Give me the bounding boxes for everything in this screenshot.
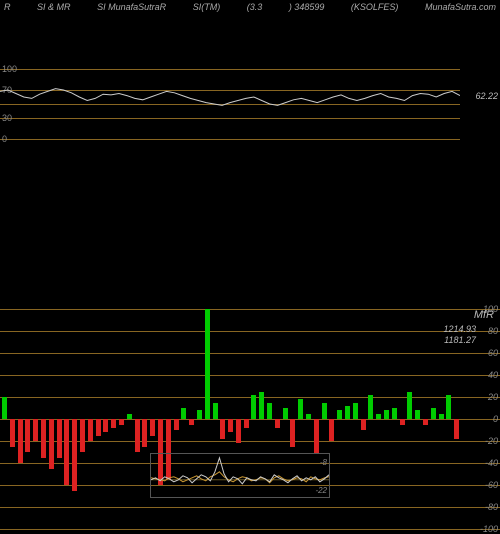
- mfi-bar: [205, 309, 210, 419]
- mfi-bar: [25, 419, 30, 452]
- mfi-bar: [80, 419, 85, 452]
- mfi-bar: [423, 419, 428, 425]
- mfi-bar: [57, 419, 62, 458]
- mfi-gridline: [0, 507, 500, 508]
- mfi-bar: [41, 419, 46, 458]
- rsi-line-svg: [0, 69, 460, 139]
- mfi-gridline: [0, 353, 500, 354]
- mfi-bar: [49, 419, 54, 469]
- mfi-bar: [150, 419, 155, 436]
- mfi-bar: [135, 419, 140, 452]
- mfi-bar: [439, 414, 444, 420]
- mfi-bar: [189, 419, 194, 425]
- small-indicator-panel: -8 -22: [150, 453, 330, 498]
- mfi-gridline: [0, 309, 500, 310]
- mfi-bar: [236, 419, 241, 443]
- mfi-bar: [392, 408, 397, 419]
- price-label-1: 1214.93: [443, 324, 476, 334]
- mfi-bar: [88, 419, 93, 441]
- mfi-bar: [142, 419, 147, 447]
- mfi-bar: [400, 419, 405, 425]
- mfi-bar: [306, 414, 311, 420]
- mfi-bar: [251, 395, 256, 419]
- mfi-bar: [345, 406, 350, 419]
- mfi-bar: [119, 419, 124, 425]
- mfi-bar: [298, 399, 303, 419]
- mfi-bar: [314, 419, 319, 454]
- small-label-top: -8: [320, 458, 327, 467]
- mfi-axis-label: 0: [493, 414, 498, 424]
- mfi-axis-label: -40: [485, 458, 498, 468]
- mfi-bar: [376, 414, 381, 420]
- mfi-bar: [174, 419, 179, 430]
- mfi-axis-label: 20: [488, 392, 498, 402]
- hdr-l3: SI MunafaSutraR: [97, 2, 166, 12]
- mfi-bar: [96, 419, 101, 436]
- small-label-bot: -22: [315, 486, 327, 495]
- mfi-bar: [446, 395, 451, 419]
- hdr-l2: SI & MR: [37, 2, 71, 12]
- small-svg: [151, 454, 329, 497]
- hdr-m3: ) 348599: [289, 2, 325, 12]
- mfi-title: MfR: [474, 309, 494, 321]
- mfi-bar: [244, 419, 249, 428]
- mfi-bar: [407, 392, 412, 420]
- mfi-axis-label: -60: [485, 480, 498, 490]
- mfi-bar: [2, 397, 7, 419]
- mfi-bar: [283, 408, 288, 419]
- hdr-l1: R: [4, 2, 11, 12]
- rsi-gridline: [0, 139, 460, 140]
- mfi-bar: [259, 392, 264, 420]
- mfi-bar: [384, 410, 389, 419]
- mfi-bar: [33, 419, 38, 441]
- rsi-current-value: 62.22: [475, 91, 498, 101]
- mfi-bar: [415, 410, 420, 419]
- hdr-r1: (KSOLFES): [351, 2, 399, 12]
- mfi-axis-label: -100: [480, 524, 498, 534]
- mfi-bar: [454, 419, 459, 439]
- mfi-bar: [18, 419, 23, 463]
- mfi-axis-label: -80: [485, 502, 498, 512]
- mfi-bar: [111, 419, 116, 428]
- mfi-axis-label: -20: [485, 436, 498, 446]
- mfi-bar: [267, 403, 272, 420]
- mfi-axis-label: 80: [488, 326, 498, 336]
- price-label-2: 1181.27: [444, 335, 476, 345]
- mfi-bar: [322, 403, 327, 420]
- mfi-bar: [368, 395, 373, 419]
- mfi-bar: [329, 419, 334, 441]
- mfi-bar: [290, 419, 295, 447]
- mfi-axis-label: 40: [488, 370, 498, 380]
- mfi-bar: [10, 419, 15, 447]
- hdr-m2: (3.3: [247, 2, 263, 12]
- mfi-bar: [275, 419, 280, 428]
- mfi-bar: [337, 410, 342, 419]
- chart-header: R SI & MR SI MunafaSutraR SI(TM) (3.3 ) …: [0, 0, 500, 14]
- rsi-panel: 0307010062.22: [0, 69, 500, 139]
- mfi-bar: [213, 403, 218, 420]
- mfi-gridline: [0, 331, 500, 332]
- mfi-bar: [431, 408, 436, 419]
- mfi-bar: [103, 419, 108, 432]
- mfi-bar: [64, 419, 69, 485]
- mfi-bar: [72, 419, 77, 491]
- mfi-bar: [127, 414, 132, 420]
- mfi-bar: [353, 403, 358, 420]
- mfi-bar: [361, 419, 366, 430]
- mfi-axis-label: 60: [488, 348, 498, 358]
- hdr-r2: MunafaSutra.com: [425, 2, 496, 12]
- mfi-bar: [220, 419, 225, 439]
- mfi-bar: [228, 419, 233, 432]
- mfi-gridline: [0, 397, 500, 398]
- mfi-gridline: [0, 375, 500, 376]
- hdr-m1: SI(TM): [193, 2, 221, 12]
- mfi-gridline: [0, 529, 500, 530]
- mfi-bar: [181, 408, 186, 419]
- mfi-bar: [197, 410, 202, 419]
